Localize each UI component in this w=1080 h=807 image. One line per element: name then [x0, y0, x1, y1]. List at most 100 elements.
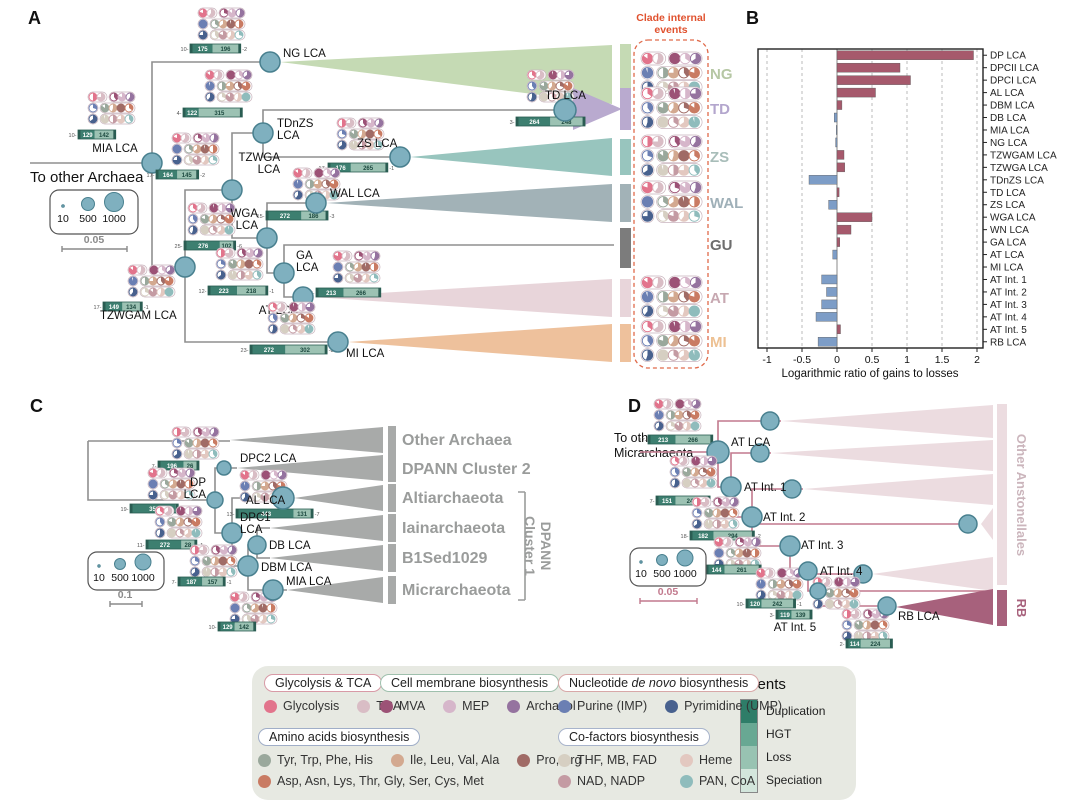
genome-count-size-legend: [629, 547, 707, 587]
bar-category-label: DBM LCA: [990, 101, 1035, 112]
pie-fill: [128, 277, 137, 285]
legend-group-title: Glycolysis & TCA: [264, 674, 383, 692]
size-legend-value: 1000: [673, 568, 697, 580]
bar-duplication-segment: [648, 435, 676, 444]
bar-duplication-segment: [516, 117, 551, 126]
bar-duplication-segment: [218, 622, 235, 631]
legend-group: Nucleotide de novo biosynthesis Purine (I…: [558, 674, 782, 713]
bar-end-cap: [130, 504, 133, 513]
bar-segment-value: 114: [850, 642, 860, 648]
node-label: MIA LCA: [286, 576, 332, 588]
bar-loss-segment: [234, 622, 254, 631]
bar-right-count: -2: [242, 47, 247, 53]
pie-fill: [694, 164, 700, 175]
pie-fill: [818, 578, 822, 585]
pie-fill: [679, 116, 690, 128]
panel-a-tree: To other Archaea Clade internal events N…: [30, 7, 743, 369]
bar-segment-value: 131: [297, 512, 308, 518]
pie-fill: [668, 305, 679, 317]
pie-fill: [678, 196, 690, 207]
pie-fill: [731, 498, 739, 506]
pie-fill: [189, 145, 193, 152]
bar-left-count: 4-: [177, 111, 182, 117]
clade-side-bar: [620, 279, 631, 317]
tree-node: [305, 192, 327, 214]
pie-fill: [149, 277, 157, 285]
pie-fill: [656, 277, 664, 288]
pie-fill: [203, 557, 211, 565]
pie-fill: [675, 422, 683, 431]
pie-fill: [294, 169, 302, 177]
tree-node: [809, 582, 827, 600]
pie-fill: [721, 520, 729, 528]
pie-fill: [376, 119, 384, 128]
bar-end-cap: [139, 302, 143, 311]
pathway-color-dot-icon: [258, 753, 271, 767]
pie-fill: [261, 493, 269, 502]
pie-fill: [161, 277, 165, 285]
collapsed-clade-triangle: [872, 557, 993, 591]
bar-category-label: TZWGAM LCA: [990, 150, 1057, 161]
pie-fill: [549, 82, 557, 91]
pie-fill: [164, 507, 172, 515]
pie-fill: [665, 400, 671, 408]
pie-fill: [162, 266, 166, 273]
pie-fill: [692, 457, 700, 466]
pie-fill: [201, 428, 210, 436]
pie-fill: [705, 509, 713, 517]
pie-fill: [181, 428, 189, 436]
pie-fill: [229, 546, 236, 555]
pie-fill: [683, 291, 690, 302]
clade-side-bar: [388, 484, 396, 512]
size-legend-circle: [134, 553, 152, 571]
pie-fill: [694, 150, 700, 159]
bar-right-count: -7: [315, 512, 320, 518]
bar-right-count: -1: [144, 305, 149, 311]
chart-bar: [836, 75, 911, 85]
pie-fill: [689, 102, 700, 114]
bar-duplication-segment: [690, 531, 714, 540]
legend-group-title: Nucleotide de novo biosynthesis: [558, 674, 760, 692]
bar-end-cap: [238, 44, 241, 53]
pie-fill: [231, 557, 236, 564]
pathway-pie-cluster: [204, 69, 253, 103]
pie-fill: [195, 557, 200, 563]
bar-loss-segment: [860, 639, 890, 648]
bar-segment-value: 129: [223, 625, 234, 631]
pie-fill: [552, 93, 556, 100]
pie-fill: [671, 411, 675, 419]
event-count-bar: 4- 122 315: [177, 107, 243, 118]
chart-bar: [834, 112, 838, 123]
bar-segment-value: 266: [356, 291, 367, 297]
pie-fill: [200, 145, 209, 153]
pie-fill: [184, 450, 193, 458]
pathway-pie-cluster: [640, 86, 703, 129]
pie-fill: [226, 20, 235, 28]
bar-end-cap: [793, 599, 796, 608]
collapsed-clade-triangle: [771, 440, 993, 471]
collapsed-clade-triangle: [781, 405, 993, 438]
clade-side-bar: [620, 88, 631, 130]
pie-fill: [883, 621, 887, 628]
pie-fill: [699, 479, 707, 488]
bar-end-cap: [809, 610, 813, 619]
pie-fill: [315, 169, 323, 177]
bar-end-cap: [218, 622, 221, 631]
bar-duplication-segment: [236, 509, 294, 518]
pie-fill: [225, 93, 234, 101]
bar-segment-value: 145: [182, 173, 193, 179]
node-label: RB LCA: [898, 611, 940, 623]
bar-outline: [77, 129, 117, 140]
pie-fill: [740, 538, 744, 544]
pie-fill: [707, 468, 715, 476]
tree-node: [779, 535, 801, 557]
pie-fill: [694, 196, 700, 207]
pie-fill: [689, 67, 700, 78]
collapsed-clade-triangle: [270, 515, 383, 541]
pie-fill: [687, 411, 691, 419]
pie-fill: [256, 593, 260, 599]
bar-loss-segment: [236, 286, 266, 295]
pie-fill: [642, 67, 653, 78]
pie-fill: [219, 568, 227, 576]
